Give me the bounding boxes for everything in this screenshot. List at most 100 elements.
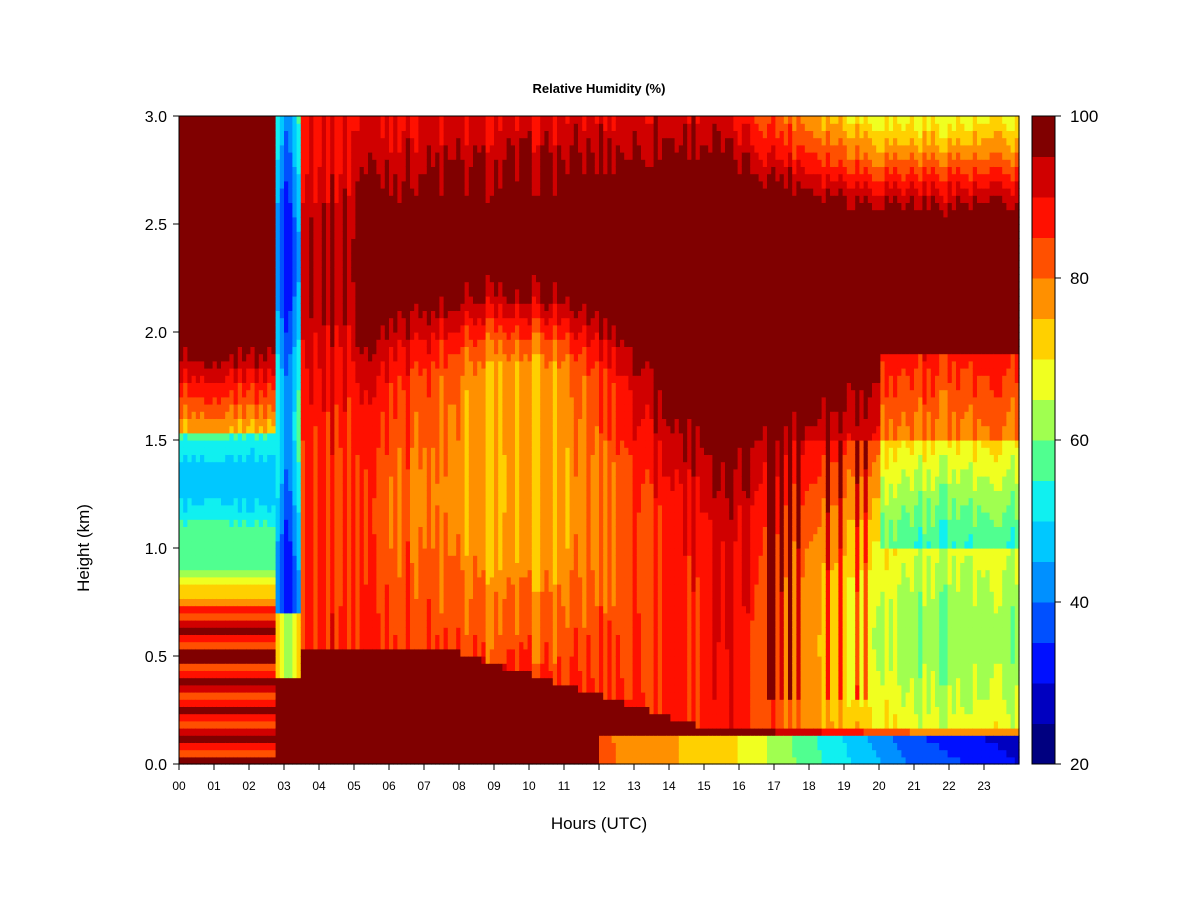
heatmap-cell — [187, 310, 193, 319]
heatmap-cell — [330, 368, 335, 376]
heatmap-cell — [208, 216, 214, 225]
heatmap-cell — [258, 216, 264, 225]
heatmap-cell — [296, 706, 302, 715]
heatmap-cell — [313, 569, 319, 578]
heatmap-cell — [393, 260, 398, 268]
heatmap-cell — [393, 497, 398, 506]
heatmap-cell — [237, 519, 243, 527]
heatmap-cell — [204, 461, 209, 470]
heatmap-cell — [321, 166, 327, 175]
heatmap-cell — [330, 152, 335, 160]
heatmap-cell — [317, 195, 323, 203]
heatmap-cell — [359, 267, 365, 275]
heatmap-cell — [225, 116, 230, 124]
heatmap-cell — [254, 533, 260, 542]
heatmap-cell — [376, 713, 382, 722]
heatmap-cell — [355, 656, 361, 664]
heatmap-cell — [355, 339, 361, 347]
heatmap-cell — [267, 562, 272, 571]
heatmap-cell — [250, 310, 256, 319]
heatmap-cell — [347, 346, 352, 355]
heatmap-cell — [321, 720, 327, 729]
heatmap-cell — [267, 375, 272, 383]
heatmap-cell — [267, 324, 272, 333]
heatmap-cell — [376, 202, 382, 211]
heatmap-cell — [334, 548, 340, 556]
heatmap-cell — [309, 130, 314, 139]
heatmap-cell — [237, 389, 243, 398]
heatmap-cell — [326, 663, 331, 671]
heatmap-cell — [288, 317, 293, 326]
heatmap-cell — [233, 576, 239, 585]
heatmap-cell — [250, 476, 256, 484]
heatmap-cell — [229, 137, 235, 146]
heatmap-cell — [313, 245, 319, 254]
heatmap-cell — [313, 627, 319, 635]
heatmap-cell — [376, 152, 382, 160]
heatmap-cell — [368, 497, 373, 506]
heatmap-cell — [363, 123, 369, 131]
heatmap-cell — [191, 612, 197, 621]
heatmap-cell — [300, 418, 306, 427]
heatmap-cell — [200, 677, 205, 686]
heatmap-cell — [405, 749, 411, 758]
heatmap-cell — [363, 454, 369, 463]
heatmap-cell — [179, 353, 184, 362]
heatmap-cell — [242, 526, 247, 535]
heatmap-cell — [267, 296, 272, 304]
heatmap-cell — [212, 303, 218, 311]
heatmap-cell — [183, 749, 188, 758]
heatmap-cell — [309, 144, 314, 153]
heatmap-cell — [368, 267, 373, 275]
heatmap-cell — [359, 641, 365, 650]
heatmap-cell — [317, 692, 323, 700]
heatmap-cell — [187, 735, 193, 743]
heatmap-cell — [384, 440, 390, 448]
heatmap-cell — [334, 180, 340, 189]
heatmap-cell — [229, 706, 235, 715]
heatmap-cell — [389, 396, 394, 405]
heatmap-cell — [389, 116, 394, 124]
heatmap-cell — [279, 245, 285, 254]
heatmap-cell — [216, 728, 222, 736]
heatmap-cell — [326, 749, 331, 758]
heatmap-cell — [401, 346, 407, 355]
heatmap-cell — [242, 620, 247, 628]
heatmap-cell — [191, 375, 197, 383]
heatmap-cell — [342, 368, 348, 376]
heatmap-cell — [405, 116, 411, 124]
heatmap-cell — [246, 663, 251, 671]
heatmap-cell — [296, 202, 302, 211]
heatmap-cell — [263, 202, 268, 211]
heatmap-cell — [317, 281, 323, 290]
heatmap-cell — [183, 670, 188, 679]
heatmap-cell — [389, 382, 394, 391]
heatmap-cell — [342, 346, 348, 355]
heatmap-cell — [389, 310, 394, 319]
heatmap-cell — [338, 382, 344, 391]
heatmap-cell — [363, 591, 369, 599]
heatmap-cell — [279, 123, 285, 131]
heatmap-cell — [351, 317, 356, 326]
heatmap-cell — [233, 713, 239, 722]
heatmap-cell — [246, 375, 251, 383]
heatmap-cell — [342, 267, 348, 275]
heatmap-cell — [212, 144, 218, 153]
heatmap-cell — [267, 461, 272, 470]
heatmap-cell — [229, 533, 235, 542]
heatmap-cell — [296, 663, 302, 671]
heatmap-cell — [300, 476, 306, 484]
heatmap-cell — [334, 396, 340, 405]
heatmap-cell — [284, 195, 289, 203]
heatmap-cell — [267, 576, 272, 585]
heatmap-cell — [355, 260, 361, 268]
heatmap-cell — [300, 216, 306, 225]
heatmap-cell — [204, 144, 209, 153]
heatmap-cell — [267, 382, 272, 391]
heatmap-cell — [397, 224, 403, 232]
heatmap-cell — [284, 396, 289, 405]
heatmap-cell — [225, 576, 230, 585]
heatmap-cell — [376, 339, 382, 347]
heatmap-cell — [376, 526, 382, 535]
heatmap-cell — [317, 756, 323, 765]
